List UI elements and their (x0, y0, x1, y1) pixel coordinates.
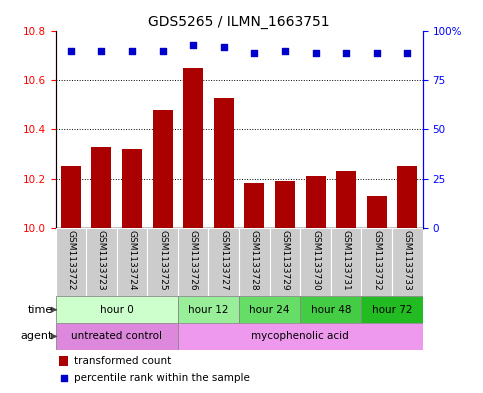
Text: GSM1133733: GSM1133733 (403, 230, 412, 290)
Text: GSM1133728: GSM1133728 (250, 230, 259, 290)
Title: GDS5265 / ILMN_1663751: GDS5265 / ILMN_1663751 (148, 15, 330, 29)
Point (159, 48, 167, 54)
Point (281, 48, 289, 54)
Bar (336, 171, 356, 228)
Point (342, 50, 350, 56)
Point (220, 44, 227, 50)
Bar (239, 228, 270, 296)
Text: GSM1133732: GSM1133732 (372, 230, 381, 290)
Text: GSM1133727: GSM1133727 (219, 230, 228, 290)
Point (128, 48, 136, 54)
Bar (361, 296, 423, 323)
Bar (91, 147, 112, 228)
Text: transformed count: transformed count (74, 356, 171, 366)
Point (60, 375, 68, 381)
Text: untreated control: untreated control (71, 331, 162, 342)
Text: hour 0: hour 0 (100, 305, 134, 315)
Text: GSM1133729: GSM1133729 (281, 230, 289, 290)
Bar (183, 68, 203, 228)
Bar (147, 228, 178, 296)
Bar (214, 97, 234, 228)
Bar (244, 184, 264, 228)
Text: GSM1133723: GSM1133723 (97, 230, 106, 290)
Text: hour 12: hour 12 (188, 305, 229, 315)
Bar (178, 296, 239, 323)
Point (312, 50, 319, 56)
Point (403, 50, 411, 56)
Text: GSM1133730: GSM1133730 (311, 230, 320, 290)
Bar (61, 166, 81, 228)
Text: GSM1133731: GSM1133731 (341, 230, 351, 290)
Bar (117, 228, 147, 296)
Bar (300, 228, 331, 296)
Bar (300, 296, 361, 323)
Bar (367, 196, 387, 228)
Point (67, 48, 75, 54)
Bar (178, 323, 423, 350)
Bar (122, 149, 142, 228)
Text: hour 72: hour 72 (372, 305, 412, 315)
Text: GSM1133724: GSM1133724 (128, 230, 137, 290)
Bar (270, 228, 300, 296)
Bar (153, 110, 172, 228)
Bar (392, 228, 423, 296)
Bar (275, 181, 295, 228)
Bar (59, 356, 69, 366)
Bar (361, 228, 392, 296)
Bar (239, 296, 300, 323)
Text: agent: agent (21, 331, 53, 342)
Bar (56, 323, 178, 350)
Text: mycophenolic acid: mycophenolic acid (251, 331, 349, 342)
Text: time: time (28, 305, 53, 315)
Bar (56, 296, 178, 323)
Bar (331, 228, 361, 296)
Bar (398, 166, 417, 228)
Text: percentile rank within the sample: percentile rank within the sample (74, 373, 250, 383)
Bar (209, 228, 239, 296)
Point (98, 48, 105, 54)
Bar (178, 228, 209, 296)
Text: hour 24: hour 24 (249, 305, 290, 315)
Bar (306, 176, 326, 228)
Text: hour 48: hour 48 (311, 305, 351, 315)
Text: GSM1133725: GSM1133725 (158, 230, 167, 290)
Point (189, 42, 197, 48)
Bar (86, 228, 117, 296)
Point (251, 50, 258, 56)
Point (373, 50, 381, 56)
Bar (56, 228, 86, 296)
Text: GSM1133726: GSM1133726 (189, 230, 198, 290)
Text: GSM1133722: GSM1133722 (66, 230, 75, 290)
